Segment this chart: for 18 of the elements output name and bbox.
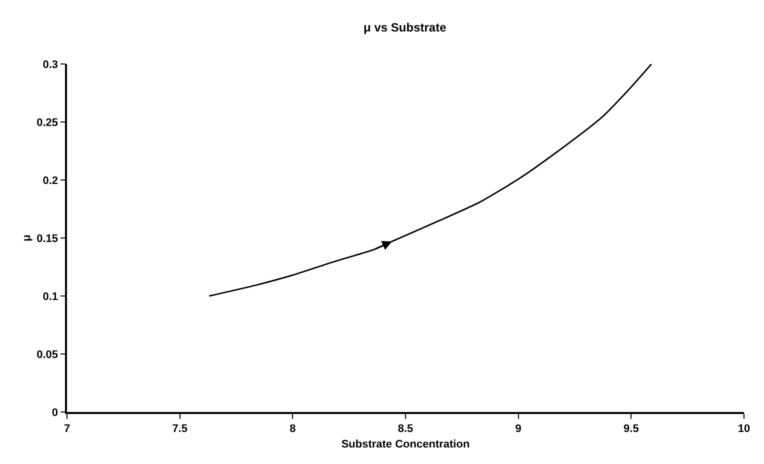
y-tick-label: 0.15 (36, 232, 58, 245)
x-axis-title: Substrate Concentration (341, 438, 470, 451)
chart-title: μ vs Substrate (364, 20, 447, 35)
x-tick-label: 7 (64, 422, 70, 435)
x-tick-label: 8.5 (398, 422, 414, 435)
x-tick-label: 10 (738, 422, 750, 435)
y-tick-label: 0 (52, 406, 58, 419)
x-tick-label: 9 (515, 422, 522, 435)
x-tick-label: 9.5 (624, 422, 639, 435)
y-tick-label: 0.05 (36, 348, 58, 361)
y-tick-label: 0.3 (42, 58, 58, 71)
x-tick-label: 7.5 (172, 422, 188, 435)
y-tick-label: 0.25 (36, 116, 58, 129)
line-series (208, 64, 652, 297)
y-tick-label: 0.2 (42, 174, 58, 187)
y-tick-label: 0.1 (42, 290, 58, 303)
x-tick-label: 8 (290, 422, 296, 435)
y-axis-title: μ (20, 234, 33, 242)
